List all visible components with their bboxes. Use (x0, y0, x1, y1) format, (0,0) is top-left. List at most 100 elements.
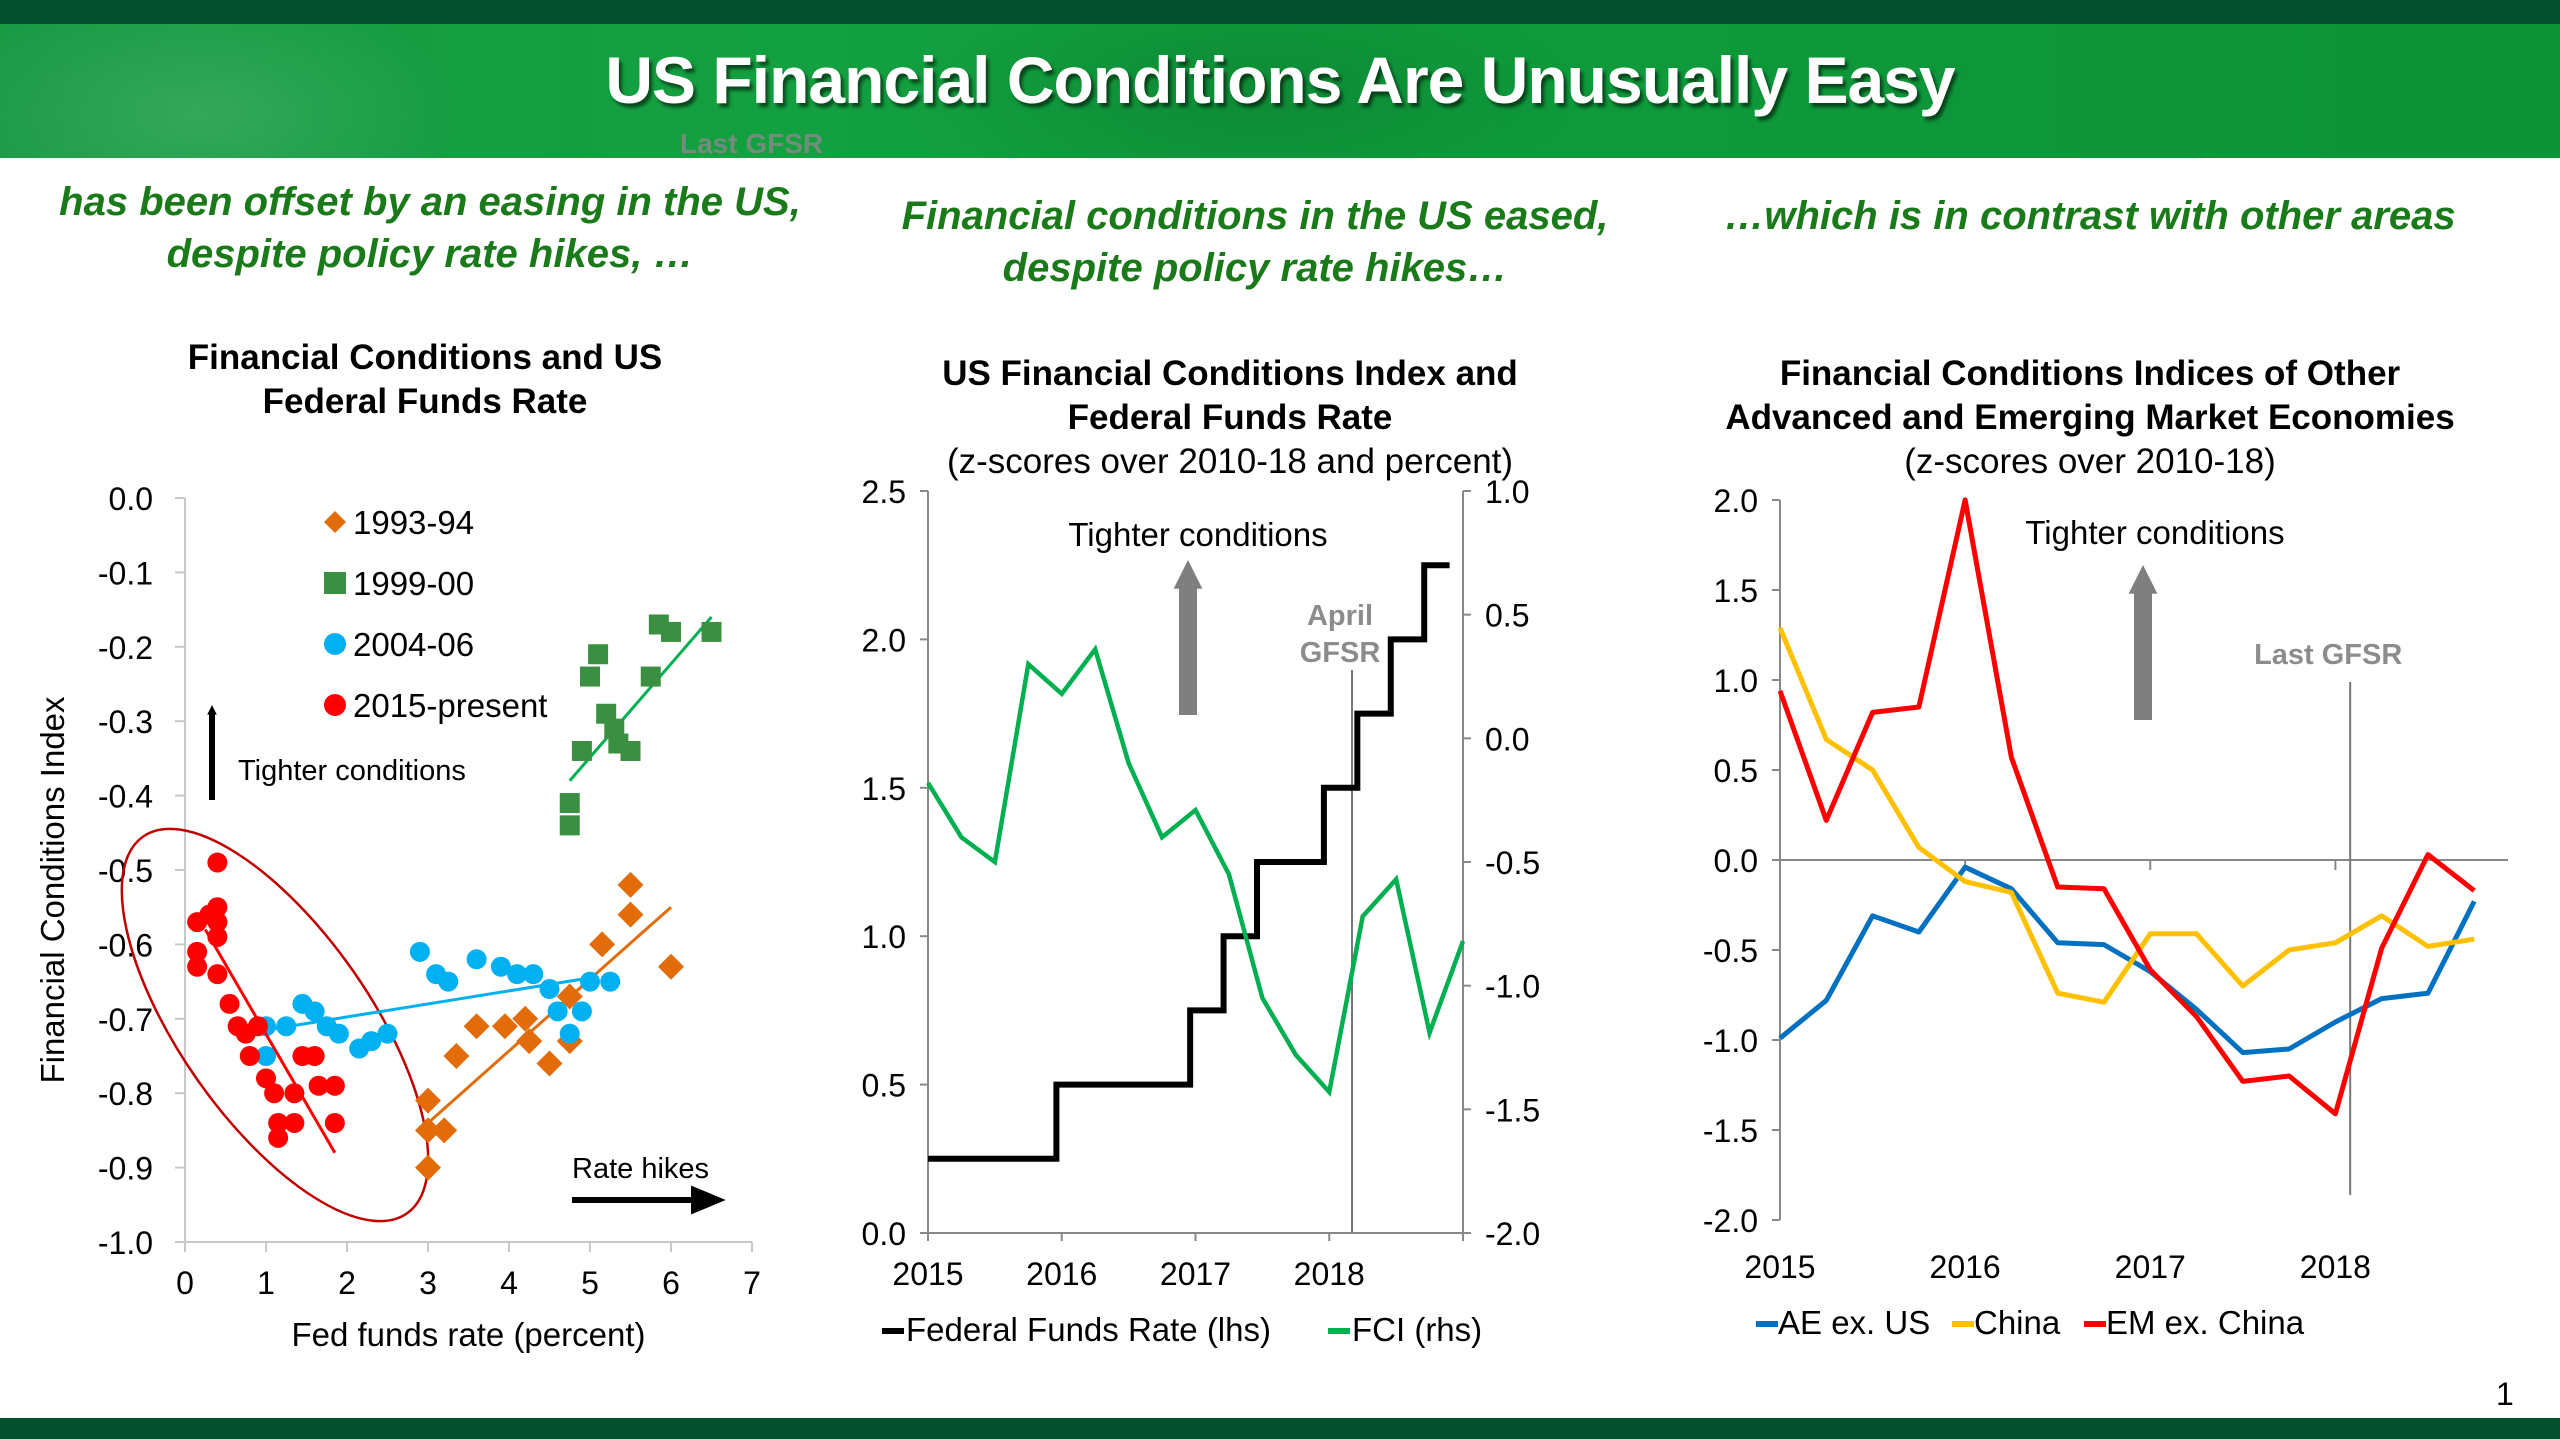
y-tick-label: -0.8 (98, 1076, 153, 1112)
chart3-title-line1: Financial Conditions Indices of Other (1779, 354, 2401, 393)
y-tick-label: 2.0 (1714, 483, 1758, 519)
right-tick-label: -1.5 (1485, 1092, 1540, 1128)
y-tick-label: 1.5 (1714, 573, 1758, 609)
data-point (324, 1075, 345, 1096)
subhead-left: has been offset by an easing in the US, … (10, 176, 850, 280)
data-point (207, 897, 228, 918)
subhead-right: …which is in contrast with other areas (1660, 190, 2520, 242)
data-point (187, 956, 208, 977)
right-tick-label: -2.0 (1485, 1216, 1540, 1252)
legend-label: 2015-present (353, 687, 547, 724)
data-point (658, 953, 684, 980)
right-tick-label: 0.5 (1485, 598, 1529, 634)
page-number: 1 (2496, 1376, 2514, 1412)
x-tick-label: 2016 (1026, 1256, 1097, 1292)
fed-funds-rate-line (928, 562, 1450, 1162)
data-point (415, 1087, 441, 1114)
subhead-center-line2: despite policy rate hikes… (1002, 246, 1508, 290)
data-point (219, 993, 240, 1014)
data-point (207, 964, 228, 985)
left-tick-label: 2.0 (862, 622, 906, 658)
data-point (588, 644, 609, 665)
left-tick-label: 1.5 (862, 771, 906, 807)
chart2-title-line2: Federal Funds Rate (1067, 398, 1393, 437)
legend-label: EM ex. China (2106, 1304, 2305, 1341)
data-point (556, 983, 583, 1010)
left-tick-label: 2.5 (862, 474, 906, 510)
x-tick-label: 2015 (892, 1256, 963, 1292)
legend-label: Federal Funds Rate (lhs) (906, 1311, 1271, 1348)
data-point (361, 1031, 382, 1052)
x-tick-label: 2018 (2300, 1249, 2371, 1285)
slide-title: US Financial Conditions Are Unusually Ea… (605, 43, 1955, 117)
data-point (661, 621, 681, 642)
y-tick-label: 0.0 (1714, 843, 1758, 879)
right-tick-label: -0.5 (1485, 845, 1540, 881)
data-point (466, 949, 487, 970)
x-tick-label: 7 (743, 1265, 761, 1301)
data-point (463, 1013, 490, 1040)
subhead-center: Financial conditions in the US eased, de… (845, 190, 1665, 294)
data-point (256, 1068, 276, 1089)
y-tick-label: -1.5 (1703, 1113, 1758, 1149)
x-tick-label: 0 (176, 1265, 194, 1301)
data-point (547, 1001, 568, 1022)
data-point (377, 1023, 398, 1044)
data-point (617, 871, 644, 898)
data-point (415, 1117, 441, 1144)
data-point (438, 971, 459, 992)
legend-label: 2004-06 (353, 626, 474, 663)
data-point (640, 666, 661, 687)
data-point (507, 964, 528, 985)
ghost-label: Last GFSR (680, 128, 824, 159)
x-tick-label: 1 (257, 1265, 275, 1301)
subhead-center-line1: Financial conditions in the US eased, (901, 194, 1609, 238)
legend-marker (324, 633, 346, 655)
data-point (443, 1043, 470, 1069)
data-point (239, 1046, 260, 1066)
x-tick-label: 2015 (1744, 1249, 1815, 1285)
chart1-title: Financial Conditions and US Federal Fund… (110, 336, 740, 424)
chart2-title-line1: US Financial Conditions Index and (942, 354, 1518, 393)
legend-label: China (1974, 1304, 2061, 1341)
tighter-conditions-label: Tighter conditions (2025, 514, 2284, 551)
data-point (276, 1016, 297, 1037)
legend-marker (324, 511, 346, 533)
series-line-ae-ex-us (1778, 864, 2477, 1056)
data-point (559, 793, 580, 814)
legend-label: AE ex. US (1778, 1304, 1930, 1341)
data-point (589, 931, 616, 958)
legend-label: FCI (rhs) (1352, 1311, 1482, 1348)
data-point (415, 1154, 441, 1181)
legend-label: 1999-00 (353, 565, 474, 602)
data-point (187, 941, 208, 962)
legend-marker (324, 694, 346, 716)
title-banner (0, 24, 2560, 158)
data-point (620, 740, 641, 761)
legend-label: 1993-94 (353, 504, 474, 541)
x-tick-label: 6 (662, 1265, 680, 1301)
chart3-subtitle: (z-scores over 2010-18) (1904, 442, 2276, 481)
data-point (516, 1028, 543, 1055)
data-point (207, 912, 228, 933)
data-point (571, 740, 592, 761)
series-line-china (1777, 626, 2475, 1005)
chart1-scatter: 0.0 -0.1 -0.2 -0.3 -0.4 -0.5 -0.6 -0.7 -0.8 -0.9 -… (34, 481, 761, 1353)
data-point (701, 621, 722, 642)
data-point (539, 979, 560, 1000)
x-tick-label: 4 (500, 1265, 518, 1301)
chart2-title: US Financial Conditions Index and Federa… (880, 352, 1580, 484)
data-point (268, 1127, 289, 1148)
left-tick-label: 0.0 (862, 1216, 906, 1252)
data-point (324, 1112, 345, 1133)
y-tick-label: -0.4 (98, 779, 153, 815)
highlight-ellipse (120, 827, 430, 1223)
y-tick-label: 1.0 (1714, 663, 1758, 699)
tighter-conditions-label: Tighter conditions (238, 755, 466, 787)
x-tick-label: 2016 (1930, 1249, 2001, 1285)
data-point (284, 1112, 305, 1133)
x-tick-label: 5 (581, 1265, 599, 1301)
y-tick-label: -0.6 (98, 927, 153, 963)
tighter-arrow-icon (1173, 560, 1203, 715)
data-point (284, 1083, 305, 1104)
